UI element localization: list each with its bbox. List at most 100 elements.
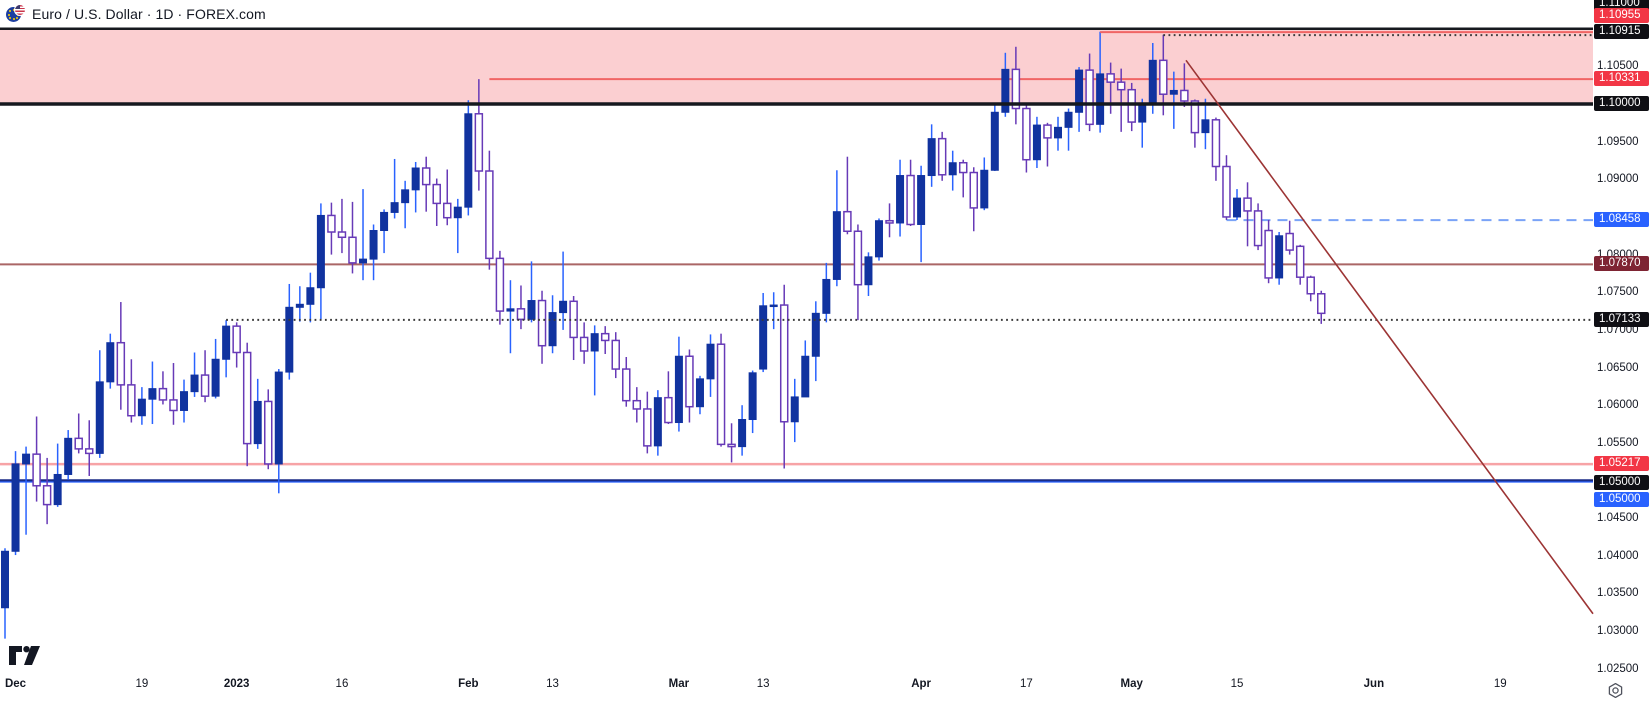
candle-Jan-4	[253, 378, 262, 449]
price-axis-label: 1.10500	[1597, 60, 1639, 73]
candle-Jan-13	[327, 202, 336, 255]
candle-Mar-16	[790, 378, 799, 443]
time-axis-label: 15	[1230, 678, 1244, 690]
candle-Nov-30	[1, 548, 9, 639]
candle-Jan-30	[443, 169, 452, 226]
candle-Jan-9	[285, 283, 294, 380]
symbol-title-text: Euro / U.S. Dollar · 1D · FOREX.com	[32, 6, 266, 22]
falling-trendline[interactable]	[1185, 59, 1594, 615]
candle-Apr-6	[948, 150, 957, 191]
candle-Apr-20	[1054, 116, 1062, 151]
candle-Jan-17	[348, 201, 357, 274]
candle-Dec-23	[180, 379, 189, 423]
time-axis-label: 16	[335, 678, 349, 690]
candle-Apr-11	[980, 157, 989, 211]
candle-Apr-4	[927, 124, 936, 187]
candle-Jan-2	[232, 322, 241, 368]
candle-Jan-5	[264, 389, 273, 470]
time-axis-label: Mar	[668, 678, 690, 690]
candle-Apr-28	[1116, 68, 1126, 132]
time-axis-label: May	[1120, 678, 1143, 690]
candle-Mar-13	[759, 293, 768, 373]
candle-Jan-10	[295, 286, 304, 322]
price-level-label: 1.10915	[1594, 24, 1649, 39]
candle-Feb-3	[485, 150, 494, 270]
symbol-title[interactable]: Euro / U.S. Dollar · 1D · FOREX.com	[6, 3, 266, 25]
candle-Jan-19	[369, 224, 378, 281]
candle-May-17	[1253, 203, 1263, 251]
price-scale-settings-gear-icon[interactable]	[1607, 682, 1624, 699]
price-axis-label: 1.04000	[1597, 549, 1639, 562]
candle-May-1	[1127, 82, 1136, 132]
candle-May-2	[1138, 98, 1147, 148]
candle-Jan-31	[453, 198, 462, 254]
time-axis-label: 17	[1020, 678, 1033, 690]
candle-Mar-10	[748, 370, 757, 434]
candle-Feb-8	[516, 285, 526, 330]
candle-Feb-9	[527, 261, 536, 323]
candle-May-25	[1317, 290, 1326, 324]
candle-Dec-27	[190, 352, 199, 397]
candle-Dec-2	[22, 446, 31, 535]
candle-Dec-19	[137, 387, 146, 425]
candle-Apr-14	[1011, 46, 1021, 125]
candle-Mar-3	[695, 375, 704, 415]
price-axis-label: 1.04500	[1597, 512, 1639, 525]
candle-Apr-26	[1096, 31, 1105, 133]
candle-Feb-7	[506, 280, 515, 354]
candle-Mar-31	[906, 159, 915, 226]
candle-May-18	[1264, 219, 1273, 284]
candle-Mar-22	[832, 170, 841, 287]
candle-Feb-13	[548, 295, 557, 354]
candle-Dec-22	[169, 363, 178, 425]
candle-Mar-9	[738, 405, 747, 456]
candle-Feb-27	[653, 390, 662, 456]
candle-Mar-14	[769, 292, 778, 330]
candle-Mar-7	[716, 333, 726, 447]
candle-Jan-20	[380, 209, 389, 254]
candle-Jan-24	[401, 180, 410, 229]
time-axis-label: Apr	[911, 678, 932, 690]
candle-Mar-21	[822, 262, 831, 323]
tradingview-logo[interactable]	[9, 646, 41, 665]
candle-Dec-6	[42, 457, 52, 525]
candle-Mar-24	[853, 224, 863, 321]
price-level-label: 1.10955	[1594, 8, 1649, 23]
candle-Jan-12	[316, 203, 325, 320]
candle-Jan-16	[337, 198, 347, 254]
price-axis-label: 1.02500	[1597, 662, 1639, 675]
candle-Apr-18	[1032, 116, 1041, 169]
candle-Mar-1	[674, 336, 683, 432]
price-axis-label: 1.03000	[1597, 625, 1639, 638]
price-level-label: 1.05000	[1594, 475, 1649, 490]
price-axis-label: 1.09000	[1597, 173, 1639, 186]
candle-Mar-17	[801, 340, 810, 398]
price-level-label: 1.08458	[1594, 212, 1649, 228]
price-level-label: 1.07133	[1594, 311, 1649, 327]
time-axis-label: Dec	[4, 678, 27, 690]
candle-May-12	[1222, 155, 1231, 220]
candle-Feb-17	[590, 325, 599, 396]
candle-May-24	[1306, 275, 1315, 302]
candle-Apr-19	[1043, 122, 1052, 167]
candle-Jan-25	[411, 161, 420, 213]
candle-May-15	[1233, 189, 1242, 220]
candle-Mar-28	[874, 218, 883, 261]
price-axis-label: 1.07500	[1597, 286, 1639, 299]
candle-Dec-14	[106, 333, 115, 389]
candle-Dec-30	[222, 320, 231, 378]
us-flag-icon	[14, 4, 26, 16]
candle-Apr-7	[958, 159, 968, 198]
price-level-label: 1.05000	[1594, 492, 1649, 507]
time-axis-label: 13	[756, 678, 770, 690]
candle-May-11	[1211, 117, 1221, 181]
candle-Dec-28	[200, 350, 210, 403]
candle-Mar-23	[843, 156, 852, 235]
candle-Mar-27	[864, 252, 873, 297]
price-level-label: 1.07870	[1594, 256, 1649, 272]
candle-Dec-5	[32, 416, 41, 502]
candle-Dec-9	[74, 413, 83, 454]
candle-Feb-16	[579, 322, 589, 364]
candle-Jan-11	[306, 272, 315, 323]
